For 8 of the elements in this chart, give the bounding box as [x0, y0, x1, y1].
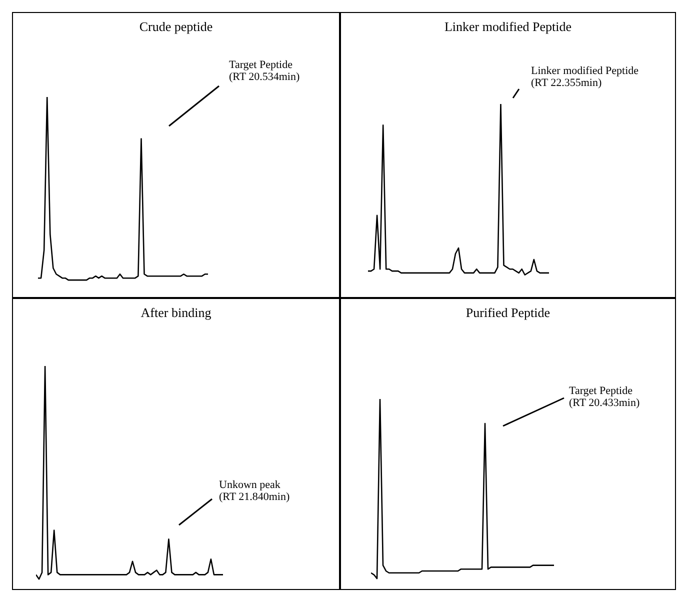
chart-title: After binding [140, 305, 212, 321]
chart-title: Purified Peptide [464, 305, 552, 321]
text: Linker modified Peptide (RT 22.355min) [531, 65, 639, 89]
chart-title: Crude peptide [138, 19, 214, 35]
text: Target Peptide (RT 20.534min) [229, 59, 300, 83]
chart-title: Linker modified Peptide [443, 19, 573, 35]
text: Target Peptide (RT 20.433min) [569, 385, 640, 409]
annotation: Unkown peak (RT 21.840min) [219, 479, 290, 503]
